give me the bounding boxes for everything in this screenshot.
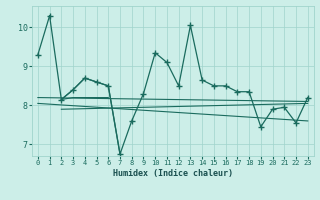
X-axis label: Humidex (Indice chaleur): Humidex (Indice chaleur) — [113, 169, 233, 178]
